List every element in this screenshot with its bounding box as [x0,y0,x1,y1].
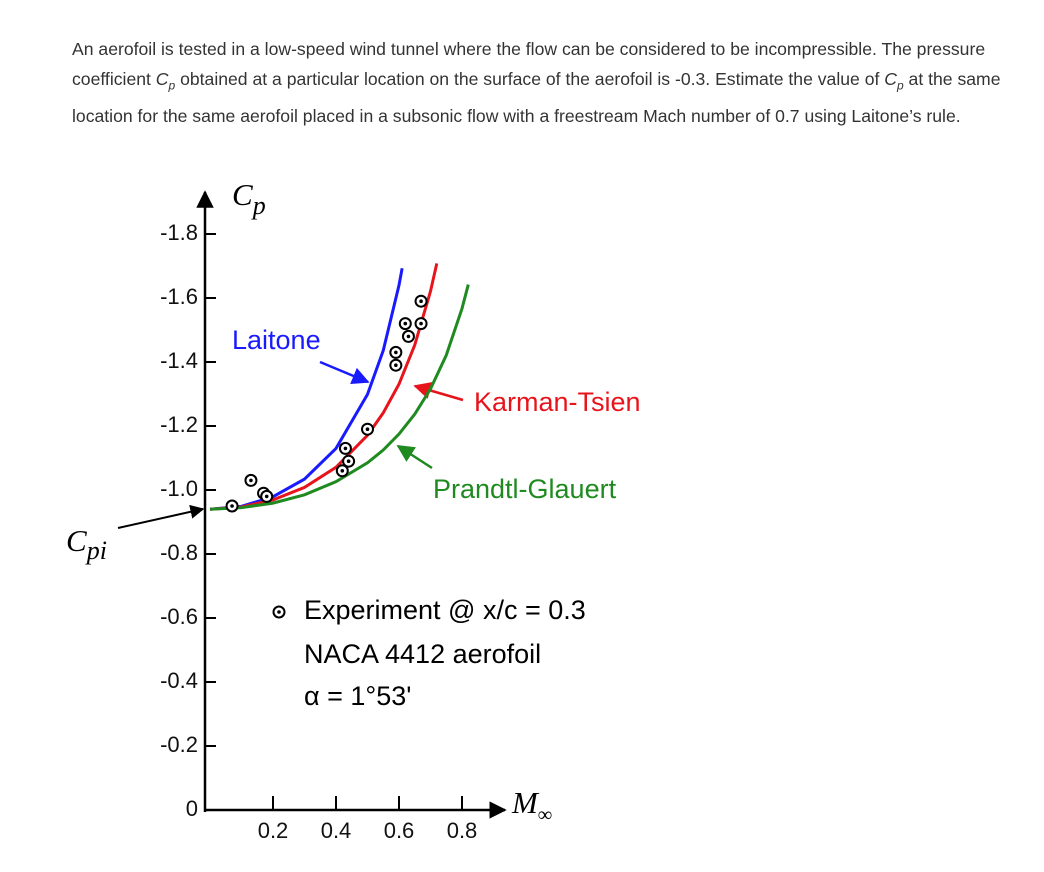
question: An aerofoil is tested in a low-speed win… [72,34,1022,131]
symbol: C [155,69,169,89]
experiment-point [335,464,349,478]
marker-dot [406,334,411,339]
y-tick-label: -0.6 [160,604,198,629]
x-tick-label: 0.4 [321,818,352,843]
marker-dot [343,446,348,451]
marker-dot [264,494,269,499]
x-tick-label: 0.6 [384,818,415,843]
line [209,284,470,511]
question-text: at the same location for the same aerofo… [72,69,1001,126]
line [209,267,404,511]
annotation-arrow [396,444,433,470]
question-text: obtained at a particular location on the… [175,69,885,89]
x-tick-label: 0.8 [447,818,478,843]
annotation-arrow [319,360,370,385]
subscript: p [896,78,904,93]
y-tick-label: -0.2 [160,732,198,757]
marker-dot [346,459,351,464]
y-tick-label: -1.8 [160,220,198,245]
experiment-point [389,358,403,372]
experiment-point [414,294,428,308]
marker-dot [394,363,398,368]
y-tick-label: -0.4 [160,668,198,693]
y-tick-label: -1.2 [160,412,198,437]
note: NACA 4412 aerofoil [304,639,541,669]
note: α = 1°53' [304,681,411,711]
experiment-point [401,329,415,343]
marker-dot [419,299,423,304]
x-axis-label: M∞ [511,785,552,825]
series-label: Laitone [232,325,321,355]
legend-text: Experiment @ x/c = 0.3 [304,595,586,625]
marker-dot [340,469,345,473]
experiment-point [225,499,239,513]
experiment-point [244,473,258,487]
marker-dot [394,350,398,355]
legend-marker [272,605,286,619]
y-axis-label: Cp [232,177,266,220]
experiment-point [389,345,403,359]
y-tick-label: -1.4 [160,348,198,373]
experiment-point [361,422,374,436]
series-label: Karman-Tsien [474,387,641,417]
marker-dot [403,321,408,326]
marker-dot [419,321,423,326]
y-tick-label: -1.6 [160,284,198,309]
cpi-arrow [117,504,205,529]
experiment-point [342,454,356,468]
cpi-label: Cpi [66,523,107,565]
experiment-point [414,317,428,331]
experiment-point [260,489,274,503]
annotation-arrow [413,382,464,402]
y-tick-label: -1.0 [160,476,198,501]
y-tick-label: 0 [186,796,198,821]
marker-dot [249,478,253,483]
subscript: p [168,78,176,93]
question-text: An aerofoil is tested in a low-speed win… [72,39,986,89]
symbol: C [884,69,897,89]
x-tick-label: 0.2 [258,818,289,843]
y-tick-label: -0.8 [160,540,198,565]
series-label: Prandtl-Glauert [433,474,617,504]
marker-dot [230,504,234,508]
experiment-point [398,317,412,331]
marker-dot [365,427,370,432]
line [209,263,439,511]
experiment-point [338,441,352,455]
